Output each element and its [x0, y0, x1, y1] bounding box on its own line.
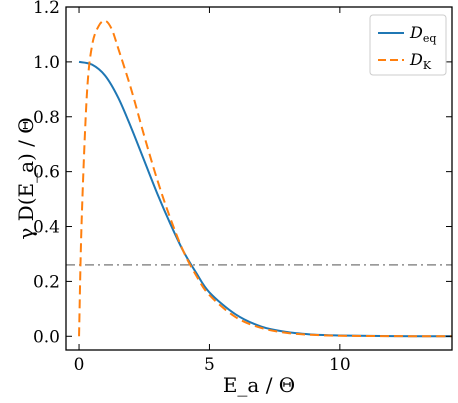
plot-frame — [65, 6, 453, 351]
y-tick-label: 0.8 — [33, 108, 60, 128]
y-tick-label: 0.0 — [33, 327, 60, 347]
y-tick-label: 0.2 — [33, 272, 60, 292]
y-tick-label: 1.0 — [33, 53, 60, 73]
y-tick-label: 0.4 — [33, 218, 60, 238]
y-tick-label: 0.6 — [33, 163, 60, 183]
x-axis-label: E_a / Θ — [223, 373, 295, 397]
x-tick-label: 5 — [204, 355, 215, 375]
x-tick-label: 10 — [329, 355, 351, 375]
y-tick-label: 1.2 — [33, 0, 60, 18]
x-tick-label: 0 — [74, 355, 85, 375]
y-axis-label: γ D(E_a) / Θ — [14, 117, 38, 239]
series-line-1 — [78, 19, 452, 338]
legend-box — [369, 14, 447, 76]
